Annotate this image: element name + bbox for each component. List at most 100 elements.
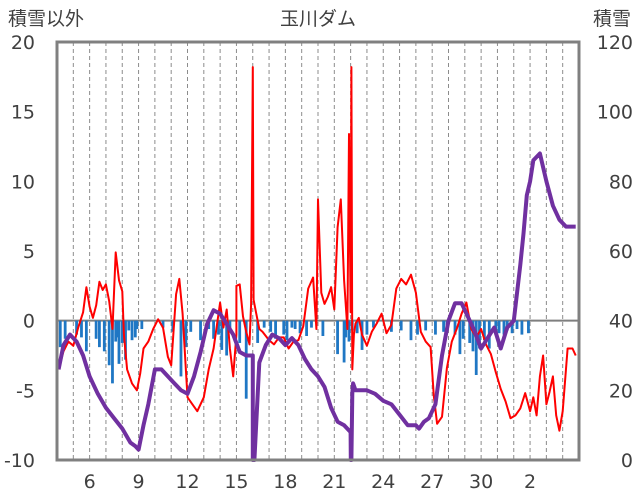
snow-depth-line (56, 151, 576, 462)
chart-title: 玉川ダム (280, 8, 356, 30)
precipitation-bar (179, 320, 183, 377)
x-tick-label: 27 (420, 471, 444, 493)
left-axis-label: 積雪以外 (8, 8, 84, 30)
precipitation-bar (225, 320, 229, 356)
series-lines (56, 66, 577, 462)
precipitation-bar (453, 320, 457, 335)
x-tick-label: 2 (524, 471, 536, 493)
precipitation-bar (442, 320, 446, 332)
precipitation-bar (527, 320, 530, 334)
precipitation-bar (305, 320, 308, 336)
precipitation-bar (468, 320, 472, 343)
precipitation-bar (238, 320, 242, 343)
precipitation-bar (140, 320, 144, 330)
precipitation-bar (274, 320, 277, 339)
precipitation-bar (124, 320, 127, 360)
precipitation-bar (269, 320, 273, 332)
precipitation-bar (212, 320, 215, 339)
precipitation-bar (98, 320, 101, 348)
precipitation-bar (63, 320, 67, 339)
x-tick-label: 9 (133, 471, 145, 493)
precipitation-bar (58, 320, 62, 348)
left-tick-label: 10 (11, 171, 35, 193)
left-tick-label: 0 (23, 311, 35, 333)
x-tick-label: 30 (469, 471, 493, 493)
precipitation-bar (290, 320, 294, 328)
precipitation-bar (94, 320, 98, 339)
left-tick-label: 20 (11, 32, 35, 54)
plot-frame (55, 40, 581, 462)
precipitation-bar (75, 320, 78, 335)
precipitation-bar (244, 320, 248, 399)
precipitation-bar (520, 320, 524, 335)
precipitation-bar (355, 320, 359, 334)
precipitation-bar (474, 320, 478, 376)
precipitation-bar (416, 320, 419, 335)
x-tick-label: 15 (224, 471, 248, 493)
precipitation-bar (220, 320, 224, 350)
precipitation-bar (120, 320, 124, 343)
precipitation-bar (117, 320, 121, 364)
precipitation-bar (336, 320, 339, 355)
precipitation-bar (497, 320, 501, 334)
right-axis-label: 積雪 (593, 8, 631, 30)
x-tick-label: 21 (322, 471, 346, 493)
left-tick-label: 5 (23, 241, 35, 263)
right-tick-label: 60 (609, 241, 633, 263)
precipitation-bar (282, 320, 286, 335)
precipitation-bar (372, 320, 375, 328)
left-tick-label: -5 (16, 380, 35, 402)
x-tick-label: 24 (371, 471, 395, 493)
precipitation-bar (344, 320, 348, 338)
right-tick-label: 120 (597, 32, 633, 54)
precipitation-bar (409, 320, 413, 341)
right-y-ticks: 0 20 40 60 80 100 120 (597, 32, 633, 472)
precipitation-bar (399, 320, 403, 331)
precipitation-bar (471, 320, 475, 352)
precipitation-bar (171, 320, 175, 332)
precipitation-bar (502, 320, 506, 335)
precipitation-bar (133, 320, 137, 338)
left-tick-label: 15 (11, 102, 35, 124)
right-tick-label: 0 (621, 450, 633, 472)
precipitation-bar (365, 320, 369, 335)
right-tick-label: 20 (609, 380, 633, 402)
precipitation-bars (58, 320, 530, 399)
precipitation-bar (84, 320, 88, 352)
x-tick-label: 6 (84, 471, 96, 493)
precipitation-bar (321, 320, 325, 336)
precipitation-bar (130, 320, 134, 341)
precipitation-bar (189, 320, 193, 332)
precipitation-bar (293, 320, 297, 330)
x-tick-label: 18 (273, 471, 297, 493)
precipitation-bar (184, 320, 188, 348)
x-ticks: 6 9 12 15 18 21 24 27 30 2 (84, 471, 537, 493)
right-tick-label: 100 (597, 102, 633, 124)
right-tick-label: 80 (609, 171, 633, 193)
precipitation-bar (115, 320, 119, 338)
precipitation-bar (310, 320, 313, 328)
precipitation-bar (478, 320, 481, 349)
precipitation-bar (285, 320, 289, 341)
precipitation-bar (458, 320, 462, 355)
precipitation-bar (217, 320, 220, 335)
precipitation-bar (127, 320, 131, 331)
precipitation-bar (434, 320, 437, 335)
precipitation-bar (424, 320, 428, 331)
precipitation-bar (135, 320, 139, 330)
left-y-ticks: -10 -5 0 5 10 15 20 (4, 32, 35, 472)
precipitation-bar (515, 320, 519, 330)
precipitation-bar (461, 320, 465, 339)
precipitation-bar (199, 320, 202, 341)
precipitation-bar (347, 320, 351, 342)
precipitation-bar (510, 320, 514, 334)
precipitation-bar (114, 320, 118, 342)
right-tick-label: 40 (609, 311, 633, 333)
precipitation-bar (111, 320, 114, 384)
precipitation-bar (342, 320, 346, 363)
precipitation-bar (80, 320, 83, 338)
precipitation-bar (482, 320, 486, 341)
precipitation-bar (262, 320, 266, 328)
